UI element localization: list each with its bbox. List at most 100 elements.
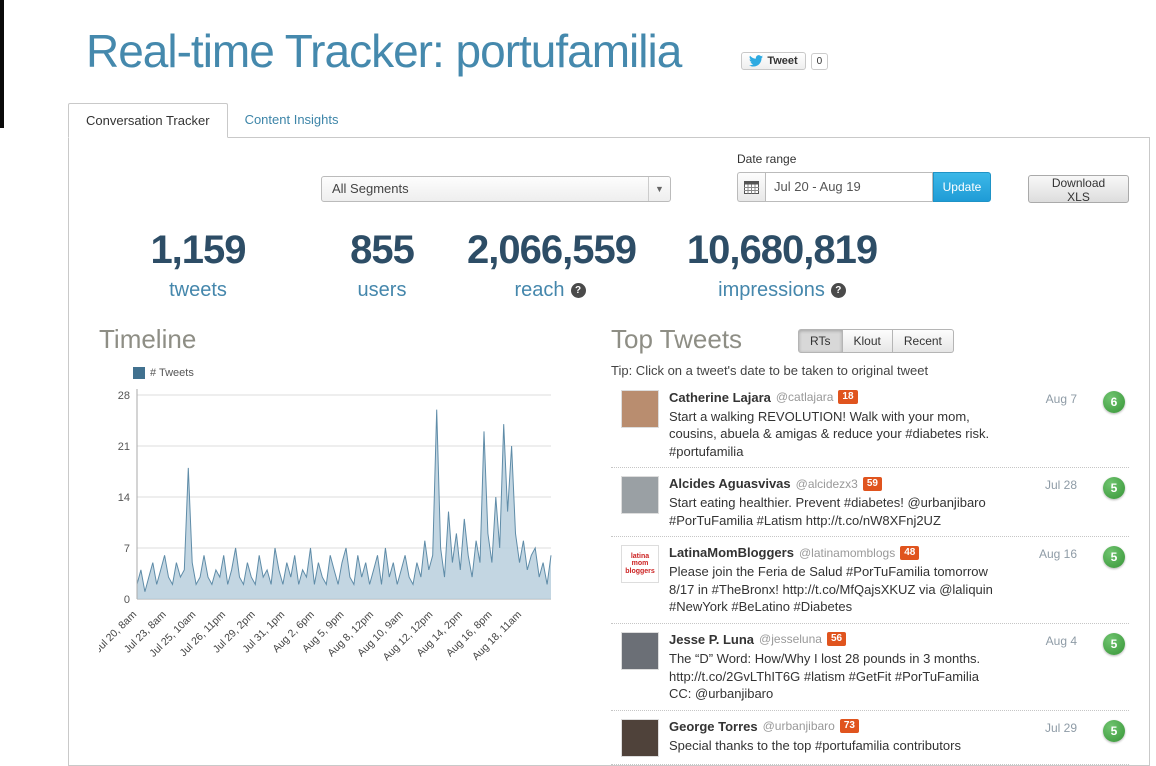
- avatar: latina mom bloggers: [621, 545, 659, 584]
- filter-rts-button[interactable]: RTs: [798, 329, 843, 354]
- stat-value: 855: [350, 227, 415, 272]
- timeline-line: [136, 409, 552, 592]
- tweet-author-name[interactable]: Alcides Aguasvivas: [669, 476, 791, 492]
- screen-edge-artifact: [0, 0, 4, 128]
- tweet-author-name[interactable]: Jesse P. Luna: [669, 631, 755, 647]
- filter-klout-button[interactable]: Klout: [842, 329, 893, 354]
- avatar: [621, 718, 659, 757]
- top-tweets-heading: Top Tweets: [611, 323, 743, 354]
- stat-label: users: [357, 278, 407, 301]
- tweet-author-handle[interactable]: @latinamomblogs: [798, 545, 896, 560]
- tweet-date[interactable]: Aug 7: [1045, 391, 1077, 406]
- date-range-input[interactable]: [765, 171, 933, 202]
- legend-swatch: [133, 366, 145, 379]
- timeline-heading: Timeline: [99, 323, 197, 354]
- tab-content-insights[interactable]: Content Insights: [244, 111, 339, 127]
- tweet-author-handle[interactable]: @jesseluna: [759, 632, 822, 647]
- tweet-share-widget: Tweet 0: [741, 52, 829, 70]
- tweet-main: Catherine Lajara @catlajara 18 Start a w…: [669, 390, 999, 461]
- tweet-date[interactable]: Jul 28: [1044, 478, 1077, 493]
- tweet-date[interactable]: Aug 4: [1045, 633, 1077, 648]
- tweet-author-handle[interactable]: @urbanjibaro: [762, 719, 835, 734]
- tweet-share-button[interactable]: Tweet: [741, 52, 806, 70]
- tweet-count: 0: [810, 52, 829, 70]
- rt-count-badge: 5: [1103, 719, 1125, 742]
- tweet-row: Alcides Aguasvivas @alcidezx3 59 Start e…: [611, 468, 1129, 538]
- help-icon[interactable]: ?: [830, 282, 846, 298]
- tweet-filter-group: RTs Klout Recent: [798, 329, 954, 354]
- update-button[interactable]: Update: [933, 171, 991, 202]
- avatar: [621, 631, 659, 670]
- timeline-area: [137, 409, 551, 599]
- svg-text:0: 0: [124, 594, 130, 606]
- tab-conversation-tracker[interactable]: Conversation Tracker: [68, 102, 228, 138]
- calendar-button[interactable]: [737, 171, 765, 202]
- tweet-text: Special thanks to the top #portufamilia …: [669, 737, 961, 753]
- rt-count-badge: 5: [1103, 632, 1125, 655]
- twitter-bird-icon: [749, 55, 764, 67]
- filter-recent-button[interactable]: Recent: [892, 329, 954, 354]
- klout-badge: 59: [862, 476, 882, 491]
- chevron-down-icon: ▼: [648, 176, 670, 201]
- page-title: Real-time Tracker: portufamilia: [86, 25, 682, 77]
- tweet-list: Catherine Lajara @catlajara 18 Start a w…: [611, 382, 1129, 765]
- legend-label: # Tweets: [150, 366, 194, 379]
- tweet-author-handle[interactable]: @catlajara: [775, 390, 834, 405]
- rt-count-badge: 5: [1103, 546, 1125, 569]
- tweet-author-name[interactable]: George Torres: [669, 718, 758, 734]
- stat-value: 1,159: [150, 227, 246, 272]
- klout-badge: 73: [839, 719, 859, 734]
- tweet-text: Start eating healthier. Prevent #diabete…: [669, 495, 986, 528]
- svg-text:28: 28: [118, 390, 130, 402]
- top-tweets-header: Top Tweets RTs Klout Recent: [611, 324, 1129, 355]
- segments-dropdown-value: All Segments: [332, 181, 409, 197]
- stat: 2,066,559 reach ?: [467, 227, 637, 302]
- tweet-main: Jesse P. Luna @jesseluna 56 The “D” Word…: [669, 632, 999, 703]
- chart-legend: # Tweets: [133, 366, 579, 379]
- tweet-author-name[interactable]: Catherine Lajara: [669, 389, 771, 405]
- tweet-main: LatinaMomBloggers @latinamomblogs 48 Ple…: [669, 545, 999, 616]
- tweet-row: Catherine Lajara @catlajara 18 Start a w…: [611, 382, 1129, 469]
- segments-dropdown[interactable]: All Segments ▼: [321, 175, 671, 202]
- tweet-author-name[interactable]: LatinaMomBloggers: [669, 545, 794, 561]
- avatar: [621, 389, 659, 428]
- stat-label: reach: [514, 278, 565, 301]
- tweet-text: The “D” Word: How/Why I lost 28 pounds i…: [669, 650, 981, 702]
- tweet-date[interactable]: Jul 29: [1044, 720, 1077, 735]
- tweet-text: Start a walking REVOLUTION! Walk with yo…: [669, 408, 990, 459]
- controls-row: All Segments ▼ Date range Update Downloa…: [99, 146, 1129, 216]
- tab-panel: All Segments ▼ Date range Update Downloa…: [68, 136, 1150, 766]
- header: Real-time Tracker: portufamilia Tweet 0: [68, 0, 1150, 77]
- avatar: [621, 476, 659, 515]
- tweet-row: George Torres @urbanjibaro 73 Special th…: [611, 711, 1129, 765]
- tweet-date[interactable]: Aug 16: [1038, 547, 1077, 562]
- tweet-text: Please join the Feria de Salud #PorTuFam…: [669, 564, 993, 615]
- stat: 855 users: [297, 228, 467, 302]
- timeline-section: Timeline # Tweets 0 7 14 21 28 Jul 20, 8am Jul…: [99, 324, 579, 765]
- klout-badge: 56: [826, 632, 847, 647]
- klout-badge: 48: [900, 545, 920, 560]
- top-tweets-section: Top Tweets RTs Klout Recent Tip: Click on …: [611, 324, 1129, 765]
- stat-value: 2,066,559: [467, 227, 637, 272]
- klout-badge: 18: [838, 390, 858, 405]
- svg-text:21: 21: [118, 441, 130, 453]
- avatar-text: latina mom bloggers: [625, 552, 655, 576]
- help-icon[interactable]: ?: [570, 282, 586, 298]
- tabbar: Conversation Tracker Content Insights: [68, 102, 1150, 138]
- stat-label: impressions: [718, 278, 825, 301]
- tweet-main: George Torres @urbanjibaro 73 Special th…: [669, 719, 999, 757]
- date-range-group: Update: [737, 171, 991, 202]
- download-xls-button[interactable]: Download XLS: [1028, 174, 1129, 204]
- tweet-share-label: Tweet: [767, 55, 798, 67]
- rt-count-badge: 6: [1103, 390, 1125, 413]
- svg-text:7: 7: [124, 543, 130, 555]
- svg-text:14: 14: [118, 492, 130, 504]
- stat-label: tweets: [169, 278, 227, 301]
- rt-count-badge: 5: [1103, 477, 1125, 500]
- stats-row: 1,159 tweets 855 users 2,066,559 reach ?…: [99, 228, 1129, 302]
- stat-value: 10,680,819: [686, 227, 878, 272]
- tweet-author-handle[interactable]: @alcidezx3: [795, 476, 858, 491]
- tweet-main: Alcides Aguasvivas @alcidezx3 59 Start e…: [669, 476, 999, 529]
